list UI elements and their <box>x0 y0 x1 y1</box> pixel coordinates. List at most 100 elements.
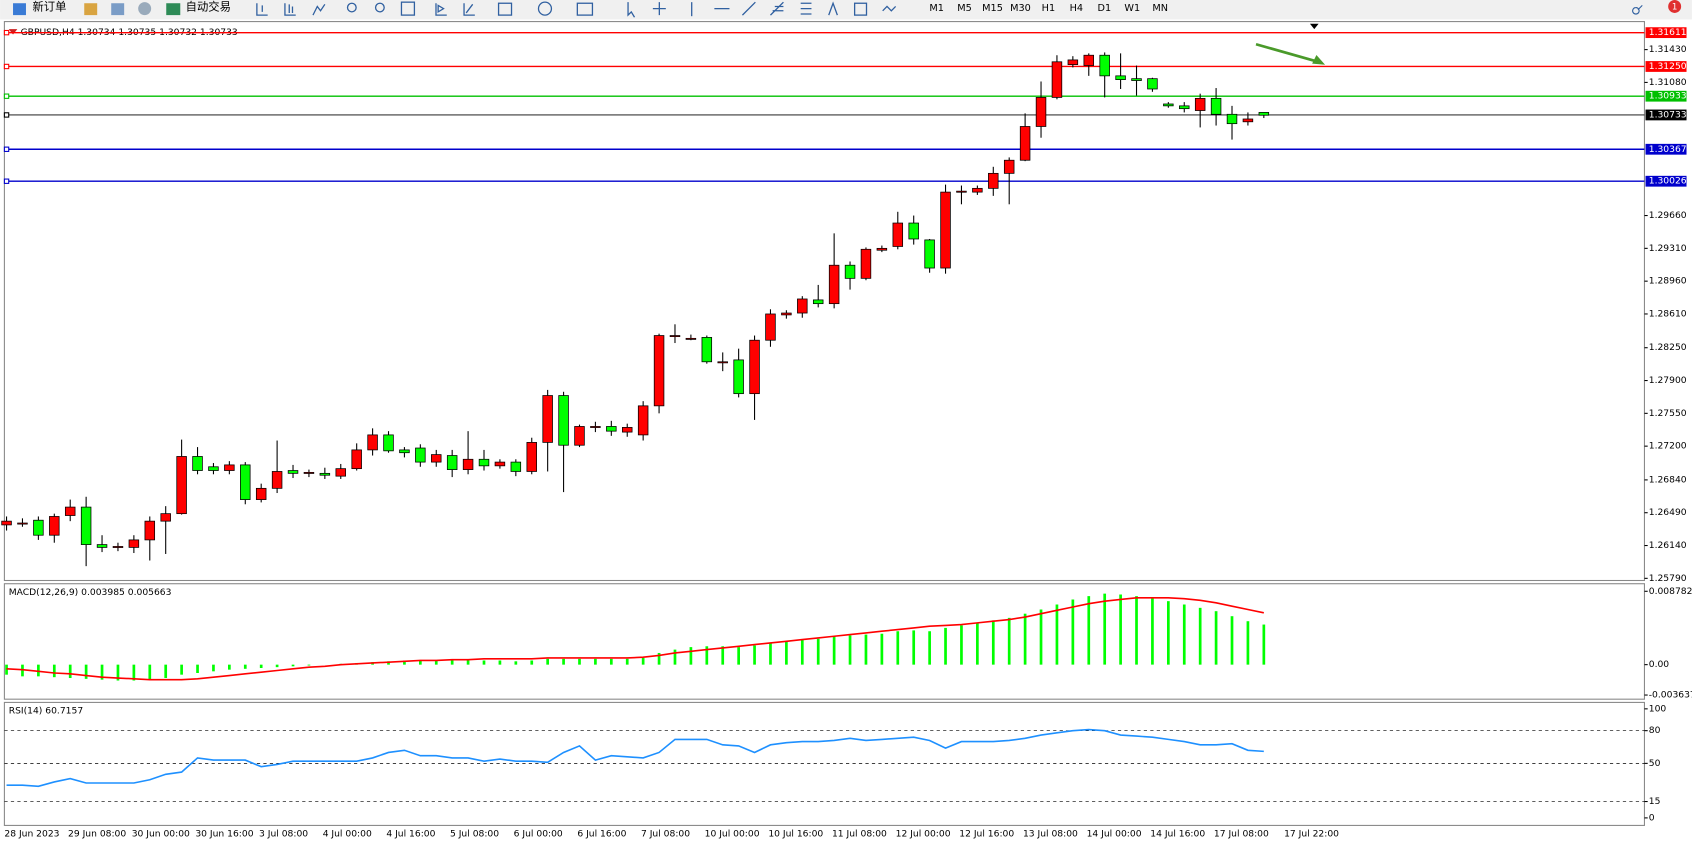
candle-body <box>1019 126 1031 161</box>
x-tick-label: 12 Jul 16:00 <box>959 829 1014 840</box>
candle-body <box>319 472 331 476</box>
toolbar-icon[interactable] <box>84 3 98 16</box>
level-label: 1.31250 <box>1649 61 1687 72</box>
candle-body <box>924 239 935 269</box>
cursor[interactable] <box>627 2 636 18</box>
candle-body <box>908 222 919 240</box>
candle-body <box>685 337 697 340</box>
timeframe-button[interactable]: M15 <box>982 3 1003 14</box>
candle-body <box>1179 105 1190 110</box>
candle-body <box>1163 103 1174 107</box>
toolbar-icon[interactable] <box>111 3 125 16</box>
level-label-box <box>1645 175 1687 187</box>
candle-body <box>1035 97 1047 127</box>
candle-body <box>510 461 522 472</box>
indicators[interactable] <box>497 2 513 16</box>
new-order[interactable]: 新订单 <box>32 0 66 14</box>
candle-body <box>765 313 776 341</box>
candle-body <box>749 339 760 395</box>
notification-badge[interactable] <box>1668 0 1682 13</box>
level-label-box <box>1645 61 1687 72</box>
candle-body <box>1258 112 1270 116</box>
level-label-box <box>1645 109 1687 121</box>
annotation-arrowhead <box>1312 55 1326 65</box>
x-tick-label: 30 Jun 16:00 <box>195 829 253 840</box>
new-order-icon[interactable] <box>13 3 26 16</box>
y-tick-label: 1.27550 <box>1649 408 1687 419</box>
y-tick-label: 1.29310 <box>1649 243 1687 254</box>
tool[interactable] <box>256 3 268 16</box>
candle-body <box>637 405 649 436</box>
auto-trading-icon[interactable] <box>166 3 181 16</box>
timeframe-button[interactable]: MN <box>1152 3 1168 14</box>
zoom-in[interactable] <box>346 2 357 13</box>
candle-body <box>606 426 617 432</box>
candle-body <box>797 298 808 314</box>
candle-body <box>717 361 728 364</box>
timeframe-button[interactable]: M1 <box>929 3 944 14</box>
rsi-panel <box>3 701 1645 826</box>
periods[interactable] <box>537 1 553 16</box>
search[interactable] <box>1632 5 1643 15</box>
candle-body <box>431 454 442 463</box>
x-tick-label: 12 Jul 00:00 <box>896 829 951 840</box>
toolbar-icon[interactable] <box>138 2 152 16</box>
templates[interactable] <box>576 2 594 16</box>
y-tick-label: 1.26840 <box>1649 474 1687 485</box>
level-handle <box>3 63 10 70</box>
tool[interactable] <box>435 3 447 16</box>
timeframe-button[interactable]: M30 <box>1010 3 1031 14</box>
timeframe-button[interactable]: W1 <box>1124 3 1140 14</box>
y-tick-label: 1.27900 <box>1649 375 1687 386</box>
candle-body <box>844 264 856 279</box>
candle-body <box>1131 78 1142 81</box>
timeframe-button[interactable]: H4 <box>1070 3 1083 14</box>
y-tick-label: 1.27200 <box>1649 441 1687 452</box>
candle-body <box>1067 59 1079 65</box>
timeframe-button[interactable]: M5 <box>957 3 972 14</box>
auto-trading[interactable]: 自动交易 <box>186 0 231 14</box>
tool[interactable] <box>312 3 326 16</box>
zoom-out[interactable] <box>374 2 385 13</box>
arrows-tool[interactable] <box>882 5 897 12</box>
trendline[interactable] <box>741 1 756 16</box>
y-tick-label: 1.31080 <box>1649 77 1687 88</box>
crosshair[interactable] <box>652 2 666 16</box>
candle-body <box>271 471 283 489</box>
candle-body <box>526 442 537 472</box>
y-tick-label: 1.26490 <box>1649 507 1687 518</box>
channel[interactable] <box>770 1 784 16</box>
candle-body <box>1083 54 1095 66</box>
text-tool[interactable] <box>828 1 838 16</box>
fibo[interactable] <box>800 2 812 15</box>
x-tick-label: 10 Jul 16:00 <box>768 829 823 840</box>
candle-body <box>17 522 28 525</box>
y-tick-label: -0.003637 <box>1649 690 1692 701</box>
tile[interactable] <box>400 1 416 16</box>
main-panel <box>3 21 1645 582</box>
y-tick-label: 100 <box>1649 703 1667 714</box>
candle-body <box>1226 113 1238 125</box>
y-tick-label: 50 <box>1649 758 1661 769</box>
candle-body <box>351 449 362 470</box>
y-tick-label: 1.28610 <box>1649 308 1687 319</box>
candle-body <box>956 190 967 193</box>
candle-body <box>240 464 251 500</box>
rsi-title: RSI(14) 60.7157 <box>9 706 84 717</box>
signal-line <box>6 597 1265 681</box>
timeframe-button[interactable]: D1 <box>1097 3 1111 14</box>
y-tick-label: 1.25790 <box>1649 573 1687 584</box>
y-tick-label: 0.008782 <box>1649 586 1692 597</box>
tool[interactable] <box>463 3 475 16</box>
y-tick-label: 15 <box>1649 796 1661 807</box>
candle-body <box>1194 97 1206 111</box>
timeframe-button[interactable]: H1 <box>1042 3 1055 14</box>
tool[interactable] <box>284 3 296 16</box>
x-tick-label: 3 Jul 08:00 <box>259 829 308 840</box>
toolbar-tools[interactable] <box>256 1 897 18</box>
candle-body <box>1115 75 1126 80</box>
x-tick-label: 14 Jul 16:00 <box>1150 829 1205 840</box>
notification-count[interactable]: 1 <box>1672 3 1678 13</box>
label-tool[interactable] <box>853 2 868 16</box>
